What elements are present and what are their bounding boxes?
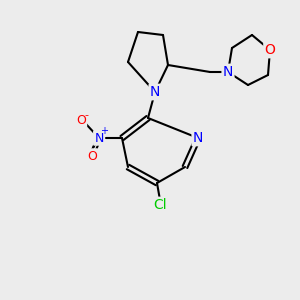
Text: N: N [193,131,203,145]
Text: Cl: Cl [153,198,167,212]
Text: N: N [150,85,160,99]
Text: N: N [94,131,104,145]
Text: O: O [265,43,275,57]
Text: N: N [223,65,233,79]
Text: +: + [100,126,108,136]
Text: O: O [76,113,86,127]
Text: -: - [84,110,88,120]
Text: O: O [87,149,97,163]
